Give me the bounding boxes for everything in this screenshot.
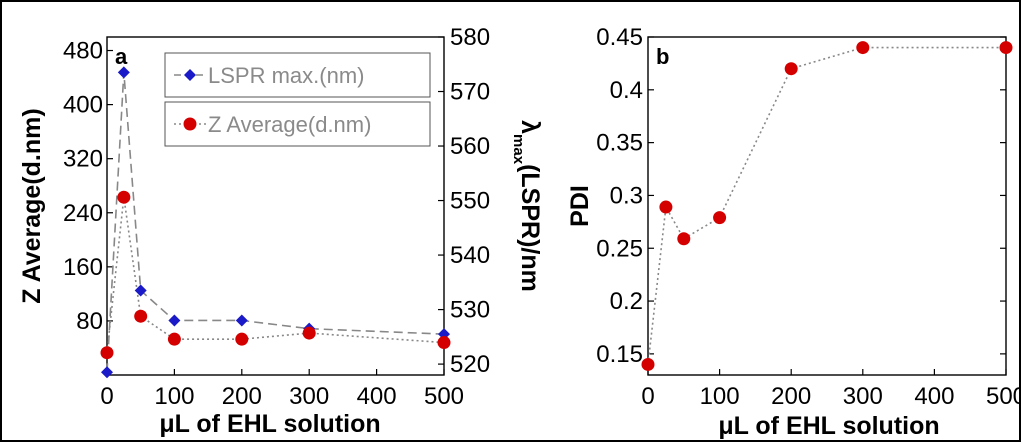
legend-marker-lspr [184, 69, 196, 81]
data-point-diamond [168, 314, 181, 327]
data-point-circle [856, 41, 870, 55]
legend-box-lspr [164, 52, 431, 98]
plot-area-b [647, 36, 1007, 376]
data-point-circle [999, 41, 1013, 55]
data-point-circle [713, 211, 727, 225]
y-axis-label-right-lambda: λ [516, 120, 544, 134]
y-tick-label-b: 0.4 [610, 77, 643, 104]
data-point-circle [117, 190, 131, 204]
x-axis-label-b: μL of EHL solution [718, 412, 939, 440]
data-point-diamond [235, 314, 248, 327]
x-tick-label-a: 400 [357, 383, 397, 410]
y-tick-label-b: 0.2 [610, 288, 643, 315]
y-axis-label-right: λmax(LSPR)/nm [510, 120, 544, 292]
data-point-diamond [134, 284, 147, 297]
y-tick-label-b: 0.3 [610, 182, 643, 209]
panel-a: a Z Average(d.nm) λmax(LSPR)/nm μL of EH… [18, 24, 544, 438]
panel-label-b: b [656, 44, 669, 69]
x-tick-label-b: 500 [986, 383, 1021, 410]
y-tick-label-right-a: 520 [450, 351, 490, 378]
y-tick-label-left-a: 320 [63, 146, 103, 173]
x-tick-label-a: 0 [100, 383, 113, 410]
y-tick-label-left-a: 160 [63, 254, 103, 281]
y-tick-label-left-a: 80 [76, 308, 103, 335]
data-point-circle [167, 332, 181, 346]
x-tick-label-b: 300 [843, 383, 883, 410]
y-axis-label-b: PDI [566, 185, 594, 227]
y-tick-label-b: 0.15 [596, 341, 643, 368]
legend-label-lspr: LSPR max.(nm) [208, 63, 364, 88]
svg-text:λmax(LSPR)/nm: λmax(LSPR)/nm [510, 120, 544, 292]
y-tick-label-right-a: 530 [450, 297, 490, 324]
y-axis-label-left: Z Average(d.nm) [18, 108, 46, 303]
data-point-diamond [101, 366, 113, 379]
y-tick-label-b: 0.35 [596, 130, 643, 157]
ticks-a: 0 100 200 300 400 500 80 160 240 320 400 480 520 530 5… [63, 24, 490, 410]
series-line-b-0 [647, 46, 1006, 365]
y-axis-label-right-rest: (LSPR)/nm [516, 164, 544, 292]
data-point-circle [437, 336, 451, 350]
x-tick-label-b: 400 [914, 383, 954, 410]
data-point-circle [100, 346, 114, 360]
ticks-b: 0 100 200 300 400 500 0.15 0.2 0.25 0.3 0.35 0.4 0.4… [596, 24, 1021, 410]
panel-label-a: a [115, 44, 128, 69]
legend-a: LSPR max.(nm) Z Average(d.nm) [164, 52, 431, 147]
series-b [641, 41, 1013, 371]
x-tick-label-b: 100 [700, 383, 740, 410]
data-point-circle [235, 332, 249, 346]
y-tick-label-right-a: 550 [450, 188, 490, 215]
y-tick-label-right-a: 560 [450, 133, 490, 160]
data-point-circle [134, 309, 148, 323]
x-tick-label-a: 300 [289, 383, 329, 410]
data-point-circle [677, 232, 691, 246]
y-axis-label-right-sub: max [510, 134, 527, 165]
x-axis-label-a: μL of EHL solution [159, 410, 380, 438]
data-point-circle [784, 62, 798, 76]
x-tick-label-b: 200 [771, 383, 811, 410]
data-point-circle [302, 326, 316, 340]
panel-b: b PDI μL of EHL solution 0 100 200 300 400 50… [566, 24, 1021, 440]
data-point-diamond [117, 66, 130, 79]
data-point-circle [641, 357, 655, 371]
data-point-circle [659, 200, 673, 214]
series-line-a-1 [106, 197, 445, 353]
y-tick-label-left-a: 400 [63, 92, 103, 119]
y-tick-label-b: 0.45 [596, 24, 643, 51]
x-tick-label-a: 200 [222, 383, 262, 410]
y-tick-label-right-a: 580 [450, 24, 490, 51]
y-tick-label-left-a: 480 [63, 38, 103, 65]
y-tick-label-left-a: 240 [63, 200, 103, 227]
y-tick-label-b: 0.25 [596, 235, 643, 262]
legend-label-zavg: Z Average(d.nm) [208, 112, 371, 137]
y-tick-label-right-a: 540 [450, 242, 490, 269]
legend-marker-zavg [183, 117, 197, 131]
series-a [100, 66, 451, 379]
legend-box-zavg [164, 101, 431, 147]
plot-area-a [106, 36, 445, 376]
x-tick-label-a: 100 [154, 383, 194, 410]
x-tick-label-a: 500 [424, 383, 464, 410]
x-tick-label-b: 0 [641, 383, 654, 410]
y-tick-label-right-a: 570 [450, 79, 490, 106]
